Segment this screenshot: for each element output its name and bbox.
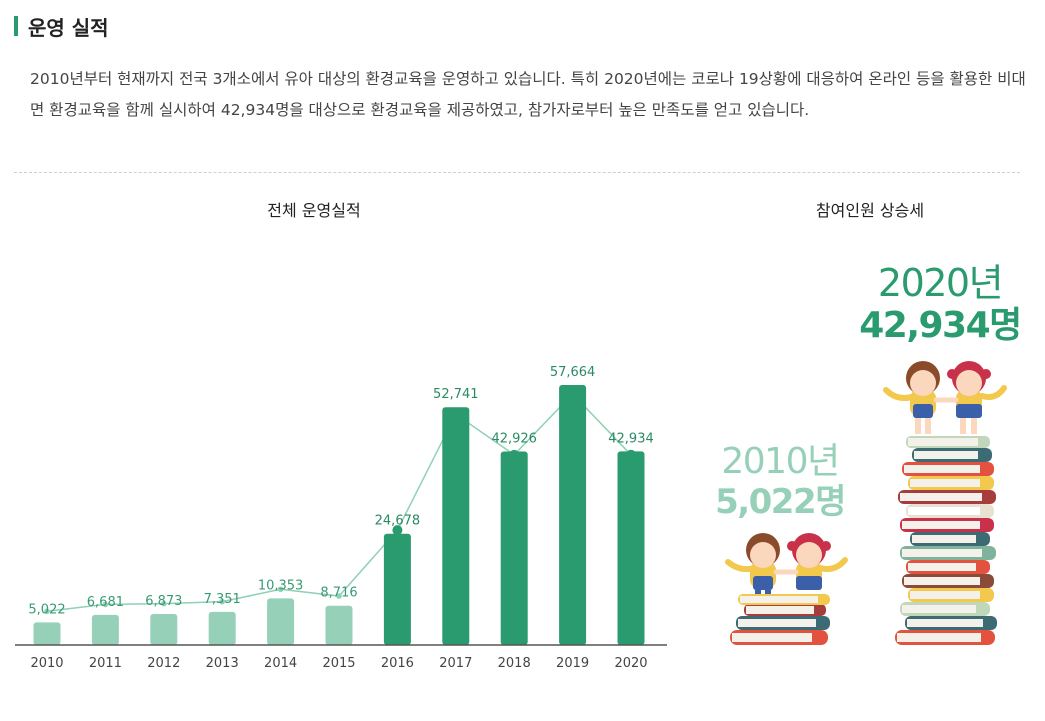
- trend-line: [46, 392, 632, 613]
- x-tick-label: 2011: [89, 656, 122, 671]
- section-divider: [14, 172, 1020, 173]
- bar: [500, 451, 528, 645]
- children-on-books-illustration: [725, 361, 1007, 645]
- x-tick-label: 2010: [30, 656, 63, 671]
- trend-point: [102, 601, 109, 608]
- bar: [559, 385, 587, 645]
- value-label: 57,664: [550, 365, 596, 380]
- x-tick-label: 2018: [498, 656, 531, 671]
- bar: [383, 533, 411, 645]
- bar: [91, 614, 119, 645]
- kids-small-stack-icon: [725, 533, 848, 594]
- trend-point: [336, 593, 342, 599]
- value-label: 6,873: [145, 594, 182, 609]
- bar: [325, 605, 353, 645]
- tall-book-stack-icon: [895, 436, 997, 645]
- x-tick-label: 2014: [264, 656, 297, 671]
- recent-participant-count: 42,934명: [859, 305, 1022, 346]
- small-book-stack-icon: [730, 594, 830, 645]
- trend-point: [161, 600, 167, 607]
- x-tick-label: 2020: [614, 656, 647, 671]
- recent-year: 2020년: [877, 261, 1004, 305]
- bar: [33, 622, 61, 645]
- x-tick-label: 2019: [556, 656, 589, 671]
- x-tick-label: 2013: [206, 656, 239, 671]
- value-label: 24,678: [375, 514, 421, 529]
- value-label: 5,022: [28, 602, 65, 617]
- trend-title: 참여인원 상승세: [815, 201, 925, 220]
- trend-point: [277, 586, 284, 593]
- x-tick-label: 2017: [439, 656, 472, 671]
- section-title: 운영 실적: [28, 15, 109, 40]
- trend-point: [219, 598, 225, 605]
- performance-chart: 5,022 2010 6,681 2011 6,873 2012 7,351 2013 10,3…: [15, 365, 667, 671]
- value-label: 52,741: [433, 387, 479, 402]
- value-label: 10,353: [258, 578, 304, 593]
- bar: [442, 407, 470, 645]
- title-accent-bar: [14, 16, 18, 36]
- bar: [267, 598, 295, 645]
- trend-point: [44, 608, 50, 615]
- kids-tall-stack-icon: [883, 361, 1007, 434]
- x-tick-label: 2016: [381, 656, 414, 671]
- value-label: 8,716: [320, 586, 357, 601]
- trend-point: [392, 525, 403, 536]
- value-label: 42,934: [608, 431, 654, 446]
- bar: [208, 611, 236, 645]
- x-tick-label: 2012: [147, 656, 180, 671]
- value-label: 42,926: [491, 431, 537, 446]
- value-label: 7,351: [204, 592, 241, 607]
- x-tick-label: 2015: [322, 656, 355, 671]
- bar: [617, 451, 645, 645]
- chart-title: 전체 운영실적: [267, 201, 361, 220]
- intro-paragraph: 2010년부터 현재까지 전국 3개소에서 유아 대상의 환경교육을 운영하고 …: [30, 70, 1026, 119]
- bar: [150, 614, 178, 645]
- value-label: 6,681: [87, 595, 124, 610]
- section-header: 운영 실적: [14, 12, 109, 40]
- first-participant-count: 5,022명: [715, 482, 846, 522]
- first-year: 2010년: [721, 441, 840, 482]
